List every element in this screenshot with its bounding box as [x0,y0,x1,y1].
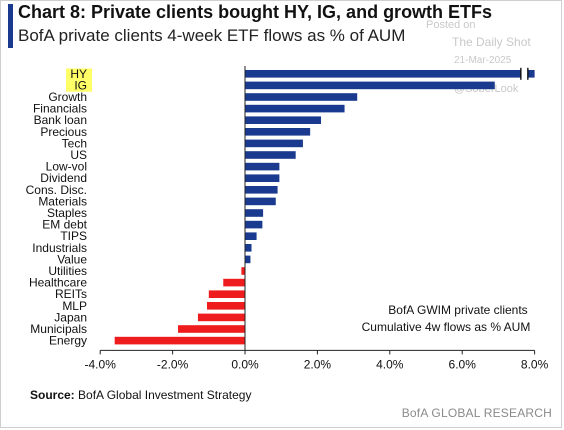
bar-japan [197,313,245,322]
footer-brand: BofA GLOBAL RESEARCH [401,406,552,420]
x-tick-label: 2.0% [304,357,332,371]
bar-materials [245,197,276,206]
bar-financials [245,104,345,113]
watermark-date: 21-Mar-2025 [454,55,512,66]
bar-energy [114,336,246,345]
category-label: Healthcare [29,276,87,290]
category-label: Tech [62,136,87,150]
bar-municipals [178,325,245,333]
bar-growth [245,93,358,101]
highlight-ig [66,80,92,92]
bar-low-vol [245,162,280,171]
x-tick-label: 4.0% [376,357,404,371]
bar-em-debt [245,220,263,229]
x-tick-labels: -4.0% -2.0% 0.0% 2.0% 4.0% 6.0% 8.0% [85,357,549,371]
category-label: Dividend [40,171,87,185]
bar-mlp [206,302,245,310]
category-label: US [70,148,87,162]
category-label: MLP [62,299,87,313]
bars-layer [114,67,535,345]
bar-bank-loan [245,116,322,124]
title-accent-bar [8,4,13,48]
category-label: Materials [38,194,87,208]
category-label: Bank loan [34,113,87,127]
source-label: Source: [30,388,75,402]
bar-industrials [245,244,252,252]
bar-tips [245,232,257,240]
chart-subtitle: BofA private clients 4-week ETF flows as… [18,26,406,45]
axis-break-gap [520,69,528,79]
category-label: EM debt [42,218,87,232]
bar-tech [245,139,303,148]
axes-layer [99,66,536,355]
watermark-posted: Posted on [426,19,476,31]
watermark-source: The Daily Shot [452,35,531,49]
category-label: TIPS [60,229,87,243]
bar-us [245,151,296,159]
source-line: Source: BofA Global Investment Strategy [30,388,251,402]
category-label: Energy [49,334,87,348]
chart-title: Chart 8: Private clients bought HY, IG, … [18,2,493,22]
highlight-layer [66,68,92,92]
category-label: Japan [54,310,87,324]
bar-cons-disc- [245,186,278,194]
category-label: Low-vol [46,160,87,174]
category-label: Industrials [32,241,87,255]
category-label: Municipals [30,322,87,336]
bar-dividend [245,174,280,182]
bar-hy [245,70,535,78]
category-label: Financials [33,102,87,116]
category-label: Staples [47,206,87,220]
source-text: BofA Global Investment Strategy [78,388,252,402]
bar-precious [245,128,311,136]
x-tick-label: -2.0% [157,357,189,371]
category-label: Value [57,252,87,266]
bar-ig [245,81,495,90]
x-tick-label: 8.0% [521,357,549,371]
x-tick-label: 0.0% [231,357,259,371]
category-label: REITs [55,287,87,301]
annotation-line-2: Cumulative 4w flows as % AUM [362,320,531,334]
category-label: Cons. Disc. [26,183,87,197]
x-tick-label: -4.0% [85,357,117,371]
bar-healthcare [223,278,245,287]
highlight-hy [66,68,92,81]
category-label: IG [74,78,87,92]
bar-staples [245,209,264,217]
category-label: Utilities [48,264,87,278]
bar-reits [208,290,245,298]
category-label: Precious [40,125,87,139]
bar-utilities [241,267,245,275]
x-tick-label: 6.0% [449,357,477,371]
category-label: HY [70,67,87,81]
category-label: Growth [48,90,87,104]
bar-value [245,255,251,264]
annotation-line-1: BofA GWIM private clients [388,303,527,317]
